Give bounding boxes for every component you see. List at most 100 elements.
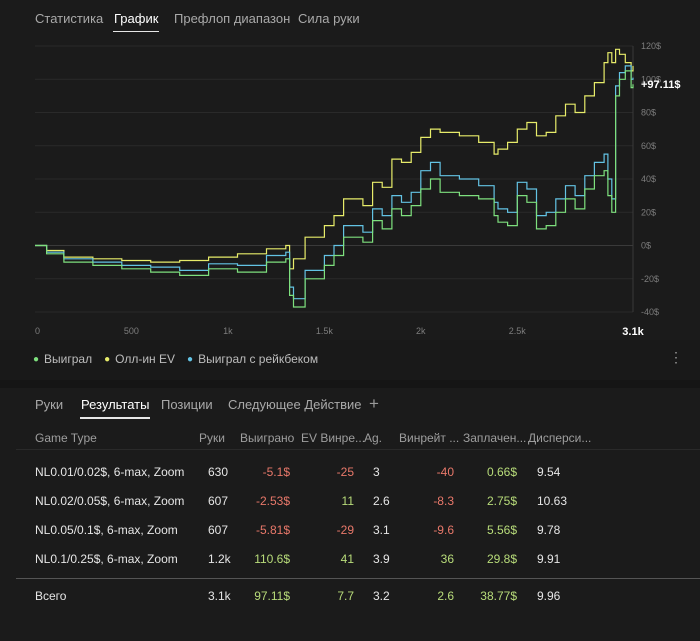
- col-header-won[interactable]: Выиграно: [240, 431, 295, 445]
- dot-icon: ●: [33, 353, 40, 365]
- tab-hands[interactable]: Руки: [35, 397, 64, 412]
- add-tab-icon[interactable]: +: [369, 394, 379, 413]
- cell-game-type: NL0.05/0.1$, 6-max, Zoom: [35, 523, 178, 537]
- cell-hands: 607: [208, 523, 229, 537]
- cell-paid: 29.8$: [486, 552, 517, 566]
- y-tick-label: 80$: [641, 108, 656, 118]
- chart-area: 120$ 100$ 80$ 60$ 40$ 20$ 0$ -20$ -40$ 0 500 1k 1.5k…: [0, 32, 700, 340]
- y-tick-label: 0$: [641, 241, 651, 251]
- table-header-row: Game Type Руки Выиграно EV Винре... Ag. …: [0, 428, 700, 450]
- chart-legend: ● Выиграл ● Олл-ин EV ● Выиграл с рейкбе…: [33, 352, 318, 366]
- table-row[interactable]: NL0.1/0.25$, 6-max, Zoom 1.2k 110.6$ 41 …: [0, 549, 700, 571]
- series-line-0: [35, 70, 634, 308]
- table-total-row: Всего 3.1k 97.11$ 7.7 3.2 2.6 38.77$ 9.9…: [0, 586, 700, 608]
- cell-won: -5.81$: [255, 523, 290, 537]
- x-tick-label: 500: [124, 326, 139, 336]
- cell-total-winrate: 2.6: [437, 589, 454, 603]
- cell-variance: 9.78: [537, 523, 561, 537]
- final-value-label: +97.11$: [641, 79, 680, 91]
- col-header-aggression[interactable]: Ag.: [364, 431, 383, 445]
- more-options-icon[interactable]: ⋮: [669, 349, 683, 365]
- cell-aggression: 2.6: [373, 494, 390, 508]
- tab-graph[interactable]: График: [112, 11, 160, 33]
- y-tick-label: -40$: [641, 307, 659, 317]
- legend-item-rakeback[interactable]: ● Выиграл с рейкбеком: [187, 352, 318, 366]
- legend-label-won: Выиграл: [44, 352, 93, 366]
- cell-won: -2.53$: [255, 494, 290, 508]
- cell-hands: 1.2k: [208, 552, 231, 566]
- series-line-2: [35, 65, 634, 300]
- cell-total-ev-winrate: 7.7: [337, 589, 354, 603]
- bottom-tab-bar: Руки Результаты Позиции Следующее Действ…: [0, 388, 700, 422]
- header-divider: [16, 449, 700, 450]
- tab-statistics[interactable]: Статистика: [35, 11, 104, 26]
- total-divider: [16, 578, 700, 579]
- cell-game-type: NL0.01/0.02$, 6-max, Zoom: [35, 465, 185, 479]
- cell-hands: 607: [208, 494, 229, 508]
- cell-paid: 5.56$: [486, 523, 517, 537]
- legend-item-won[interactable]: ● Выиграл: [33, 352, 92, 366]
- results-table: [0, 422, 700, 641]
- col-header-winrate[interactable]: Винрейт ...: [399, 431, 460, 445]
- col-header-game-type[interactable]: Game Type: [35, 431, 97, 445]
- cell-winrate: -9.6: [433, 523, 454, 537]
- tab-hand-strength[interactable]: Сила руки: [298, 11, 360, 26]
- cell-winrate: -40: [436, 465, 454, 479]
- y-tick-label: 100$: [641, 74, 661, 84]
- dot-icon: ●: [104, 353, 111, 365]
- cell-aggression: 3.1: [373, 523, 390, 537]
- cell-aggression: 3.9: [373, 552, 390, 566]
- cell-total-label: Всего: [35, 589, 67, 603]
- profit-chart: 120$ 100$ 80$ 60$ 40$ 20$ 0$ -20$ -40$ 0 500 1k 1.5k…: [35, 41, 680, 338]
- x-tick-label: 1.5k: [316, 326, 334, 336]
- tab-next-action[interactable]: Следующее Действие: [228, 397, 362, 412]
- table-row[interactable]: NL0.05/0.1$, 6-max, Zoom 607 -5.81$ -29 …: [0, 520, 700, 542]
- col-header-variance[interactable]: Дисперси...: [528, 431, 592, 445]
- legend-label-rakeback: Выиграл с рейкбеком: [198, 352, 319, 366]
- legend-label-allin-ev: Олл-ин EV: [115, 352, 176, 366]
- section-divider: [0, 380, 700, 388]
- col-header-hands[interactable]: Руки: [199, 431, 225, 445]
- cell-winrate: 36: [440, 552, 454, 566]
- tab-preflop-range[interactable]: Префлоп диапазон: [174, 11, 291, 26]
- col-header-paid[interactable]: Заплачен...: [463, 431, 527, 445]
- cell-hands: 630: [208, 465, 229, 479]
- cell-total-won: 97.11$: [254, 589, 290, 603]
- cell-variance: 10.63: [537, 494, 568, 508]
- y-tick-label: 40$: [641, 174, 656, 184]
- cell-won: -5.1$: [262, 465, 290, 479]
- cell-total-variance: 9.96: [537, 589, 561, 603]
- y-tick-label: 20$: [641, 207, 656, 217]
- cell-variance: 9.91: [537, 552, 561, 566]
- legend-item-allin-ev[interactable]: ● Олл-ин EV: [104, 352, 175, 366]
- cell-total-hands: 3.1k: [208, 589, 231, 603]
- cell-total-paid: 38.77$: [480, 589, 517, 603]
- series-line-1: [35, 48, 634, 270]
- cell-total-aggression: 3.2: [373, 589, 390, 603]
- cell-aggression: 3: [373, 465, 380, 479]
- x-tick-label: 0: [35, 326, 40, 336]
- cell-game-type: NL0.02/0.05$, 6-max, Zoom: [35, 494, 185, 508]
- cell-game-type: NL0.1/0.25$, 6-max, Zoom: [35, 552, 178, 566]
- cell-paid: 2.75$: [486, 494, 517, 508]
- table-row[interactable]: NL0.01/0.02$, 6-max, Zoom 630 -5.1$ -25 …: [0, 462, 700, 484]
- cell-ev-winrate: -25: [336, 465, 354, 479]
- cell-paid: 0.66$: [486, 465, 517, 479]
- cell-ev-winrate: 11: [341, 494, 354, 508]
- x-tick-label: 2k: [416, 326, 426, 336]
- x-end-label: 3.1k: [622, 326, 644, 338]
- table-row[interactable]: NL0.02/0.05$, 6-max, Zoom 607 -2.53$ 11 …: [0, 491, 700, 513]
- col-header-ev-winrate[interactable]: EV Винре...: [301, 431, 366, 445]
- dot-icon: ●: [187, 353, 194, 365]
- y-tick-label: 60$: [641, 141, 656, 151]
- tab-positions[interactable]: Позиции: [161, 397, 213, 412]
- top-tab-bar: Статистика График Префлоп диапазон Сила …: [0, 0, 700, 33]
- cell-ev-winrate: 41: [340, 552, 354, 566]
- x-tick-label: 2.5k: [509, 326, 527, 336]
- tab-results[interactable]: Результаты: [79, 397, 151, 419]
- cell-won: 110.6$: [254, 552, 290, 566]
- x-tick-label: 1k: [223, 326, 233, 336]
- cell-winrate: -8.3: [433, 494, 454, 508]
- cell-variance: 9.54: [537, 465, 561, 479]
- y-tick-label: -20$: [641, 274, 659, 284]
